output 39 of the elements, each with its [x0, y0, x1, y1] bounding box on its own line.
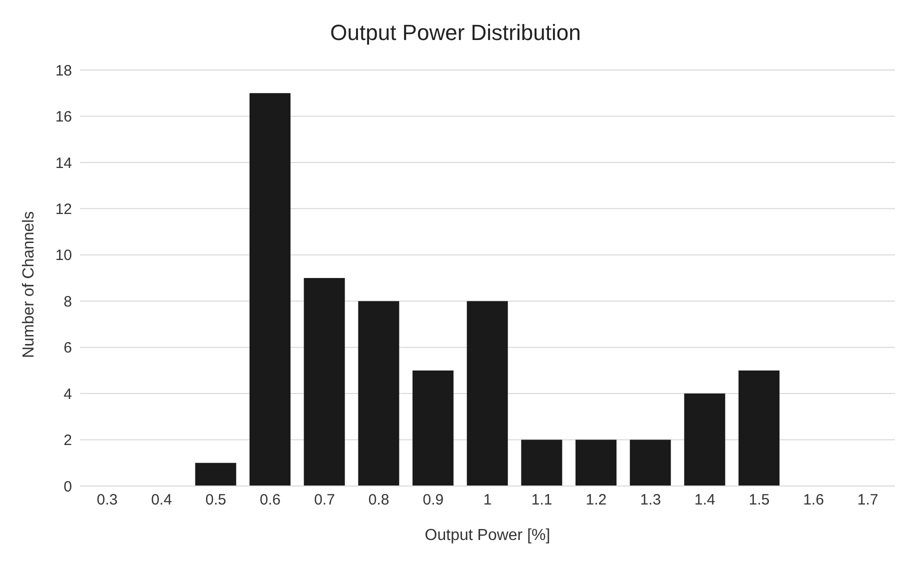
- y-tick-label: 18: [55, 62, 72, 80]
- x-tick-label: 1.3: [640, 492, 661, 509]
- bar: [250, 93, 291, 486]
- bar: [466, 301, 508, 486]
- chart-title: Output Power Distribution: [329, 20, 582, 46]
- y-tick-label: 16: [55, 108, 72, 126]
- y-tick-label: 14: [55, 154, 72, 172]
- x-tick-label: 0.9: [422, 492, 444, 509]
- y-axis-title: Number of Channels: [20, 211, 38, 358]
- x-tick-label: 0.7: [314, 492, 335, 509]
- x-tick-label: 1: [483, 492, 492, 509]
- bar: [630, 440, 671, 486]
- bar: [412, 370, 454, 486]
- bar: [358, 301, 400, 486]
- y-tick-label: 10: [55, 247, 72, 264]
- y-tick-label: 0: [64, 478, 72, 496]
- y-tick-label: 6: [64, 340, 72, 357]
- x-tick-label: 1.7: [857, 492, 878, 509]
- x-tick-label: 0.3: [96, 492, 118, 509]
- x-tick-label: 1.4: [694, 492, 716, 509]
- y-tick-label: 8: [64, 293, 72, 310]
- x-tick-label: 0.4: [151, 492, 172, 509]
- x-tick-label: 0.6: [260, 492, 281, 509]
- x-tick-label: 1.1: [531, 492, 552, 509]
- x-axis-title: Output Power [%]: [424, 527, 550, 544]
- bar: [521, 440, 562, 486]
- bar: [304, 278, 345, 486]
- x-tick-label: 1.2: [586, 492, 607, 509]
- y-tick-label: 12: [55, 200, 72, 218]
- bar: [195, 462, 236, 486]
- x-tick-label: 0.5: [205, 492, 226, 509]
- x-tick-label: 1.6: [803, 492, 824, 509]
- y-tick-label: 2: [64, 432, 72, 450]
- x-tick-label: 0.8: [368, 492, 390, 509]
- x-tick-label: 1.5: [748, 492, 770, 509]
- bar: [684, 394, 726, 486]
- bar: [576, 440, 617, 486]
- y-tick-label: 4: [64, 386, 72, 403]
- bar: [738, 370, 780, 486]
